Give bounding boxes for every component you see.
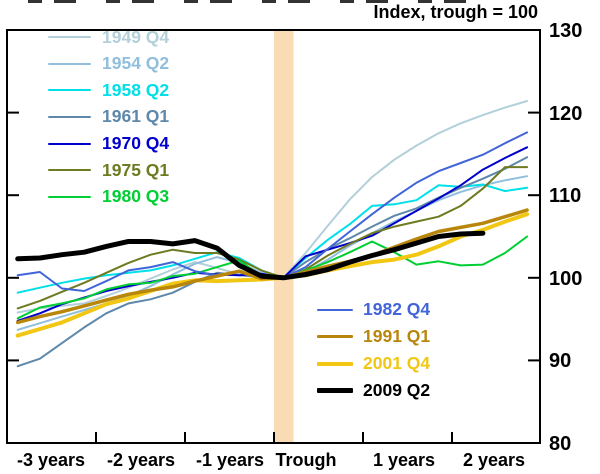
legend-item-1949-q4: 1949 Q4 [48,24,169,51]
legend-label-1949-q4: 1949 Q4 [102,26,170,47]
legend-item-2001-q4: 2001 Q4 [317,350,430,377]
legend-item-1970-q4: 1970 Q4 [48,130,169,157]
y-axis-label-110: 110 [549,185,582,208]
legend-item-1958-q2: 1958 Q2 [48,77,169,104]
legend-swatch-1970-q4 [48,142,91,145]
legend-swatch-2001-q4 [317,361,353,366]
legend-label-1954-q2: 1954 Q2 [102,53,170,74]
legend-swatch-1980-q3 [48,195,91,198]
legend-label-1958-q2: 1958 Q2 [102,79,170,100]
y-axis-label-90: 90 [549,350,572,373]
legend-item-1991-q1: 1991 Q1 [317,323,430,350]
legend-item-1980-q3: 1980 Q3 [48,184,169,211]
y-axis-label-80: 80 [549,433,572,455]
x-axis-label--3-years: -3 years [16,450,86,470]
legend-item-2009-q2: 2009 Q2 [317,377,430,404]
y-axis-label-120: 120 [549,102,583,125]
legend-item-1954-q2: 1954 Q2 [48,51,169,78]
series-line-2009-q2 [15,230,486,281]
legend-swatch-1961-q1 [48,116,91,119]
x-axis-label-trough: Trough [275,450,337,470]
legend-label-2001-q4: 2001 Q4 [363,352,431,373]
legend-swatch-1954-q2 [48,62,91,65]
legend-label-1961-q1: 1961 Q1 [102,106,170,127]
x-axis-label-1-years: 1 years [372,450,436,470]
legend-swatch-1982-q4 [317,308,353,311]
legend-label-1970-q4: 1970 Q4 [102,132,170,153]
y-axis-label-130: 130 [549,20,583,42]
legend-swatch-2009-q2 [317,388,353,393]
legend-label-1975-q1: 1975 Q1 [102,159,170,180]
trough-band [273,30,294,443]
legend-label-1982-q4: 1982 Q4 [363,298,431,319]
clipped-title-fragments [28,0,490,3]
legend-label-2009-q2: 2009 Q2 [363,379,431,400]
legend-swatch-1991-q1 [317,334,353,339]
legend-swatch-1958-q2 [48,89,91,92]
series-line-1991-q1 [15,208,529,325]
x-axis-label-2-years: 2 years [462,450,526,470]
legend-item-1975-q1: 1975 Q1 [48,157,169,184]
legend-right: 1982 Q4 1991 Q1 2001 Q4 2009 Q2 [317,296,430,404]
legend-item-1982-q4: 1982 Q4 [317,296,430,323]
legend-left: 1949 Q4 1954 Q2 1958 Q2 1961 Q1 1970 Q4 1975 … [48,24,169,210]
y-axis-label-100: 100 [549,267,583,290]
legend-swatch-1949-q4 [48,36,91,39]
chart-title: Index, trough = 100 [373,2,538,22]
legend-label-1980-q3: 1980 Q3 [102,186,170,207]
x-axis-label--2-years: -2 years [106,450,176,470]
legend-swatch-1975-q1 [48,169,91,172]
legend-label-1991-q1: 1991 Q1 [363,325,431,346]
legend-item-1961-q1: 1961 Q1 [48,104,169,131]
series-line-1975-q1 [16,166,529,310]
x-axis-label--1-years: -1 years [195,450,265,470]
